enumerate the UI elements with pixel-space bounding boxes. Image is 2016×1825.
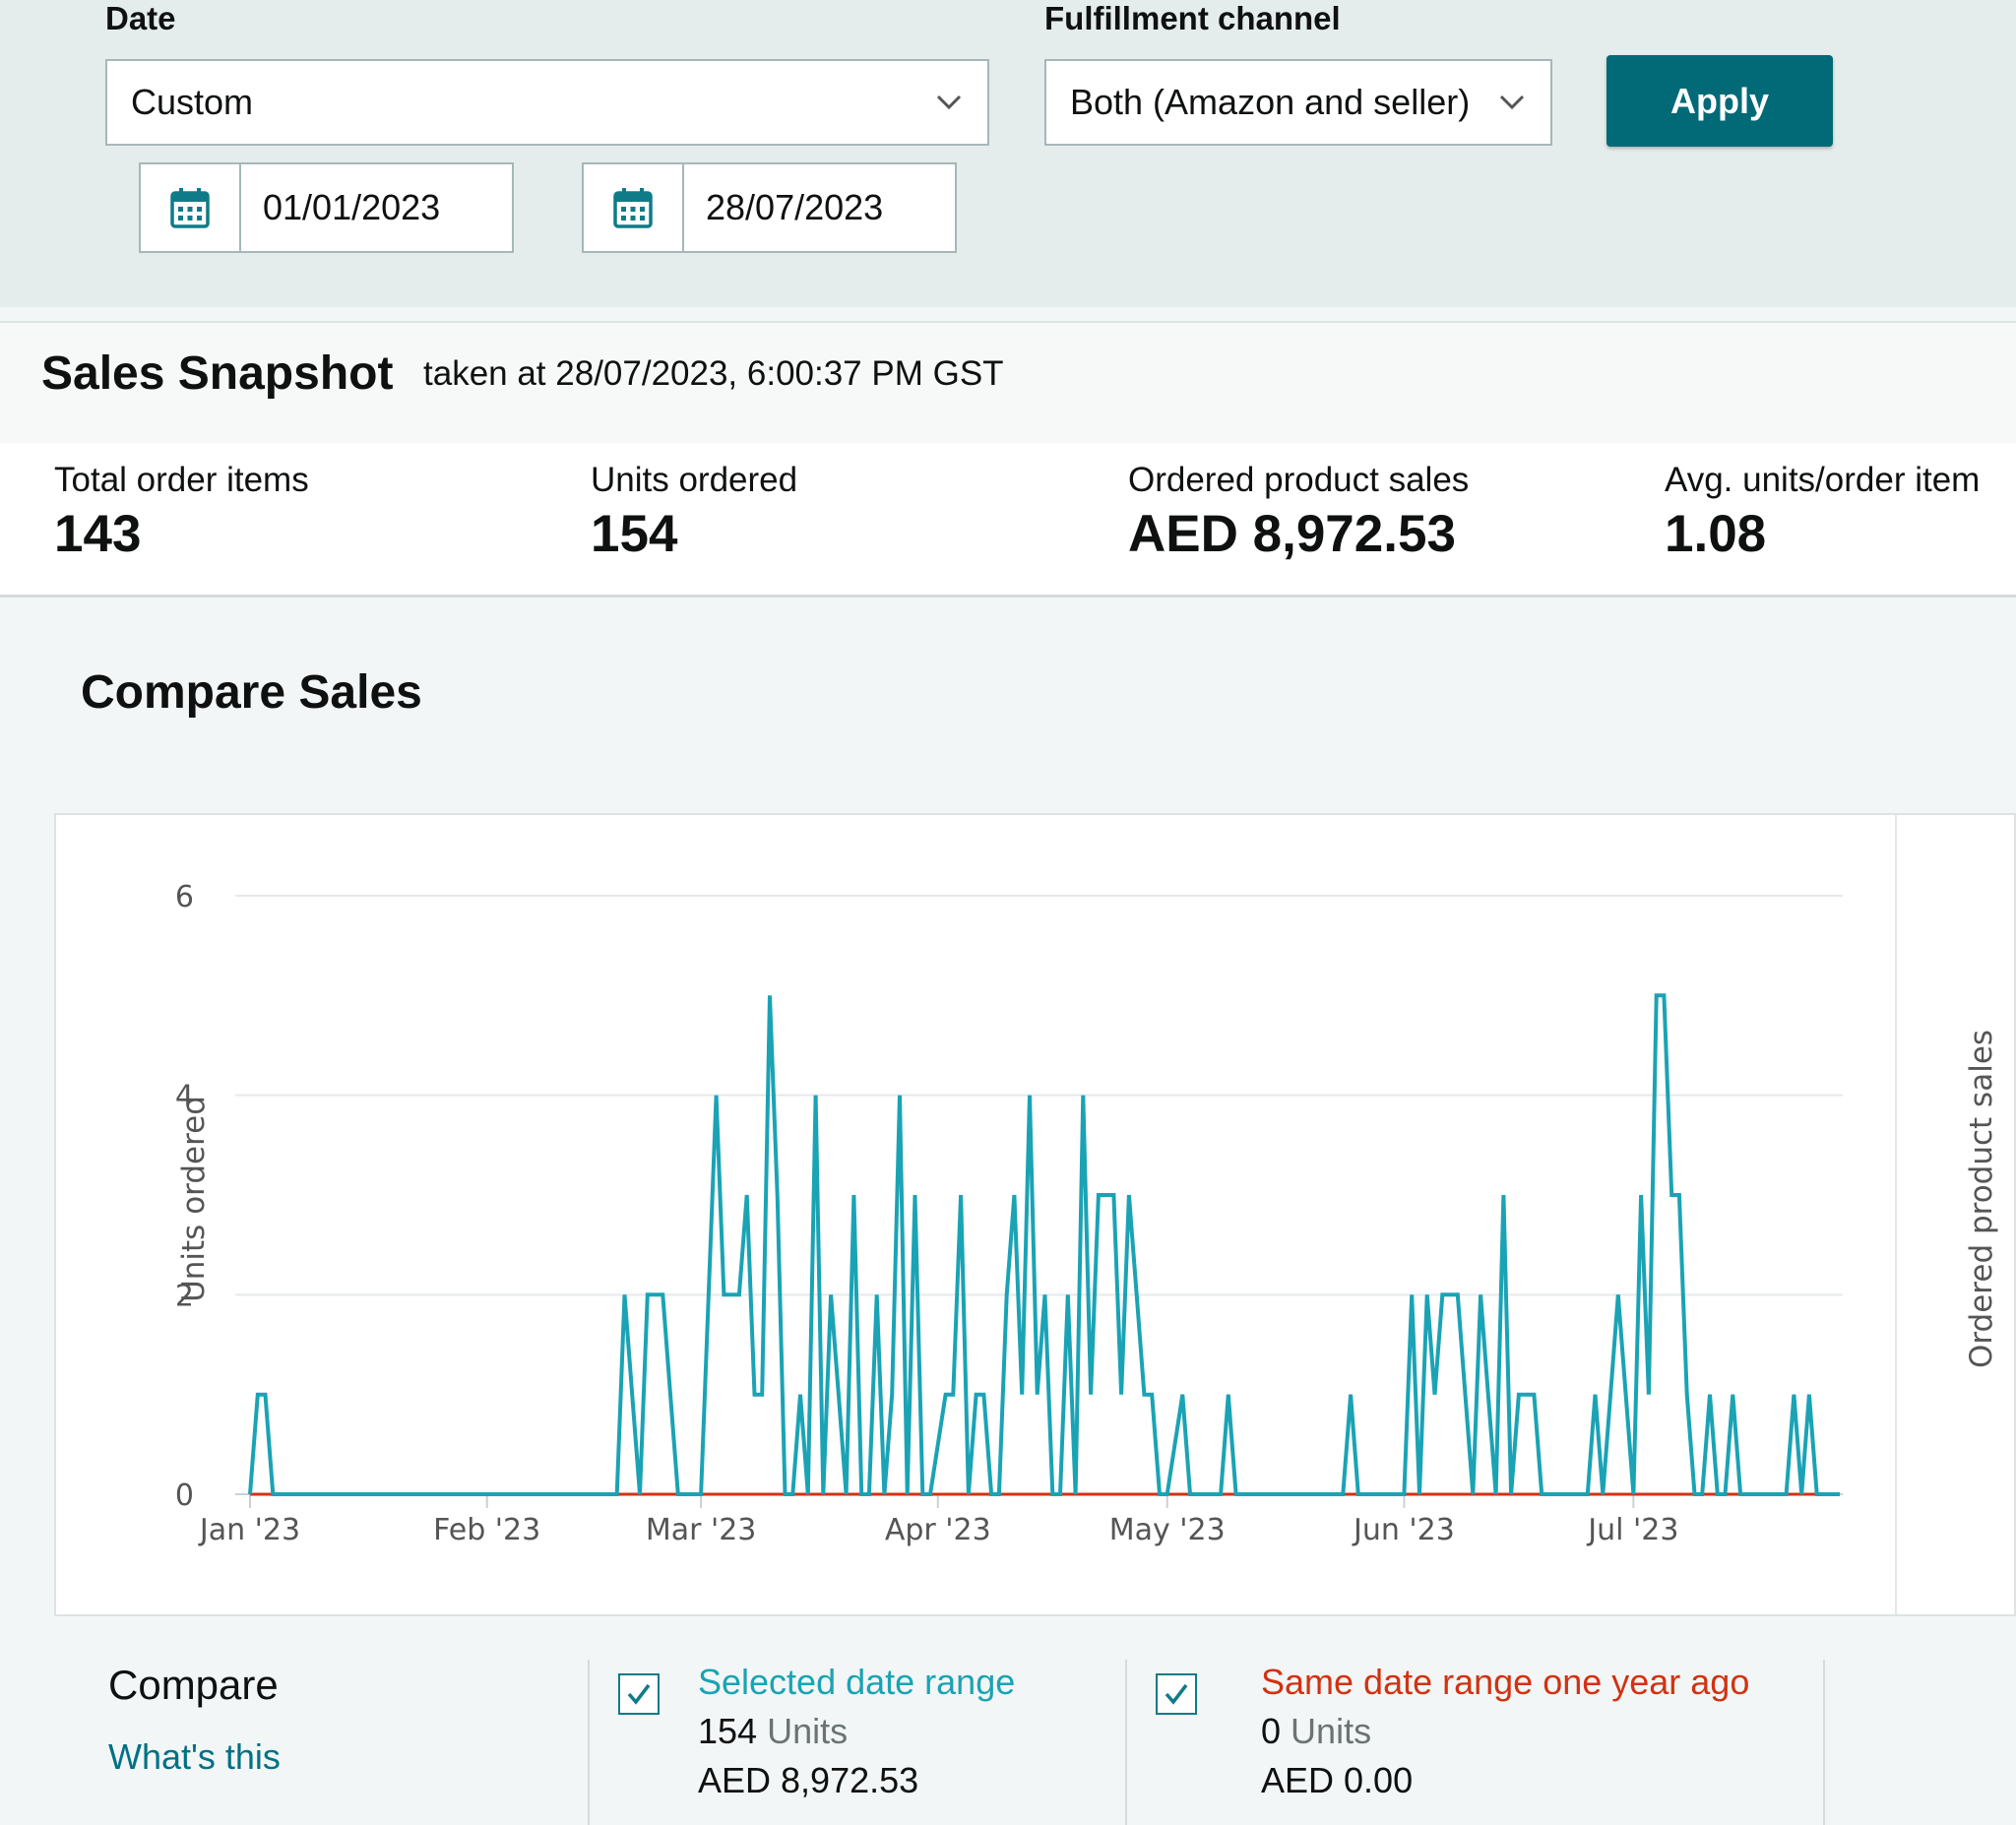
calendar-icon[interactable] xyxy=(141,164,241,251)
y-tick-label: 0 xyxy=(175,1479,194,1513)
metric-total-order-items: Total order items 143 xyxy=(54,461,309,564)
metric-ordered-product-sales: Ordered product sales AED 8,972.53 xyxy=(1128,461,1469,564)
date-select-value: Custom xyxy=(131,82,254,122)
legend-units: 0 Units xyxy=(1261,1707,1749,1756)
legend-selected-range: Selected date range 154 Units AED 8,972.… xyxy=(698,1658,1015,1805)
y-axis-label: Units ordered xyxy=(176,1096,212,1302)
fulfillment-channel-label: Fulfillment channel xyxy=(1044,0,1341,36)
legend-previous-year: Same date range one year ago 0 Units AED… xyxy=(1261,1658,1749,1805)
date-label: Date xyxy=(105,0,176,36)
x-tick-label: Jul '23 xyxy=(1586,1513,1678,1547)
legend-title: Selected date range xyxy=(698,1662,1016,1702)
filter-panel: Date Fulfillment channel Custom Both (Am… xyxy=(0,0,2016,307)
metric-units-ordered: Units ordered 154 xyxy=(591,461,797,564)
chevron-down-icon xyxy=(936,94,962,110)
selected-range-checkbox[interactable] xyxy=(618,1673,660,1715)
sales-chart-panel: 0 2 4 6 Jan '23 Feb '23 Mar '23 Apr '23 May '23… xyxy=(54,813,2016,1616)
x-tick-label: May '23 xyxy=(1109,1513,1226,1547)
legend-separator xyxy=(1125,1660,1127,1825)
legend-separator xyxy=(1823,1660,1825,1825)
snapshot-metrics: Total order items 143 Units ordered 154 … xyxy=(0,443,2016,598)
sales-snapshot-timestamp: taken at 28/07/2023, 6:00:37 PM GST xyxy=(423,354,1004,393)
legend-units-value: 154 xyxy=(698,1711,758,1751)
metric-value: 1.08 xyxy=(1665,505,1767,563)
y-tick-label: 6 xyxy=(175,880,194,914)
checkmark-icon xyxy=(627,1683,651,1705)
legend-units: 154 Units xyxy=(698,1707,1015,1756)
previous-year-checkbox[interactable] xyxy=(1156,1673,1197,1715)
legend-separator xyxy=(588,1660,590,1825)
metric-value: 143 xyxy=(54,505,142,563)
start-date-value: 01/01/2023 xyxy=(263,187,441,227)
x-tick-label: Jun '23 xyxy=(1352,1513,1455,1547)
date-select[interactable]: Custom xyxy=(105,59,989,146)
metric-label: Units ordered xyxy=(591,461,798,499)
apply-button[interactable]: Apply xyxy=(1606,55,1833,147)
y-axis-right-label: Ordered product sales xyxy=(1964,1030,1999,1368)
y-tick-label: 2 xyxy=(175,1279,194,1313)
x-tick-label: Apr '23 xyxy=(885,1513,991,1547)
legend-sales: AED 8,972.53 xyxy=(698,1760,919,1800)
end-date-field[interactable]: 28/07/2023 xyxy=(582,162,957,253)
chevron-down-icon xyxy=(1499,94,1525,110)
x-tick-label: Feb '23 xyxy=(433,1513,540,1547)
whats-this-link[interactable]: What's this xyxy=(108,1736,281,1777)
metric-label: Ordered product sales xyxy=(1128,461,1470,499)
units-ordered-chart: 0 2 4 6 Jan '23 Feb '23 Mar '23 Apr '23 May '23… xyxy=(175,880,1999,1547)
x-tick-label: Mar '23 xyxy=(646,1513,757,1547)
compare-label: Compare xyxy=(108,1662,279,1708)
y-tick-label: 4 xyxy=(175,1080,194,1114)
legend-title: Same date range one year ago xyxy=(1261,1662,1750,1702)
legend-units-value: 0 xyxy=(1261,1711,1282,1751)
metric-avg-units-per-order-item: Avg. units/order item 1.08 xyxy=(1665,461,1980,564)
metric-value: AED 8,972.53 xyxy=(1128,505,1456,563)
metric-label: Total order items xyxy=(54,461,309,499)
metric-label: Avg. units/order item xyxy=(1665,461,1981,499)
legend-units-suffix: Units xyxy=(767,1711,849,1751)
checkmark-icon xyxy=(1165,1683,1188,1705)
legend-sales: AED 0.00 xyxy=(1261,1760,1414,1800)
compare-sales-title: Compare Sales xyxy=(81,666,422,719)
start-date-field[interactable]: 01/01/2023 xyxy=(139,162,514,253)
x-tick-label: Jan '23 xyxy=(198,1513,300,1547)
series-line xyxy=(248,993,1840,1496)
sales-snapshot-title: Sales Snapshot xyxy=(41,347,394,400)
fulfillment-channel-select[interactable]: Both (Amazon and seller) xyxy=(1044,59,1552,146)
chart-divider xyxy=(1895,815,1897,1614)
end-date-value: 28/07/2023 xyxy=(706,187,884,227)
legend-units-suffix: Units xyxy=(1291,1711,1372,1751)
calendar-icon[interactable] xyxy=(584,164,684,251)
fulfillment-channel-value: Both (Amazon and seller) xyxy=(1070,82,1471,122)
metric-value: 154 xyxy=(591,505,678,563)
